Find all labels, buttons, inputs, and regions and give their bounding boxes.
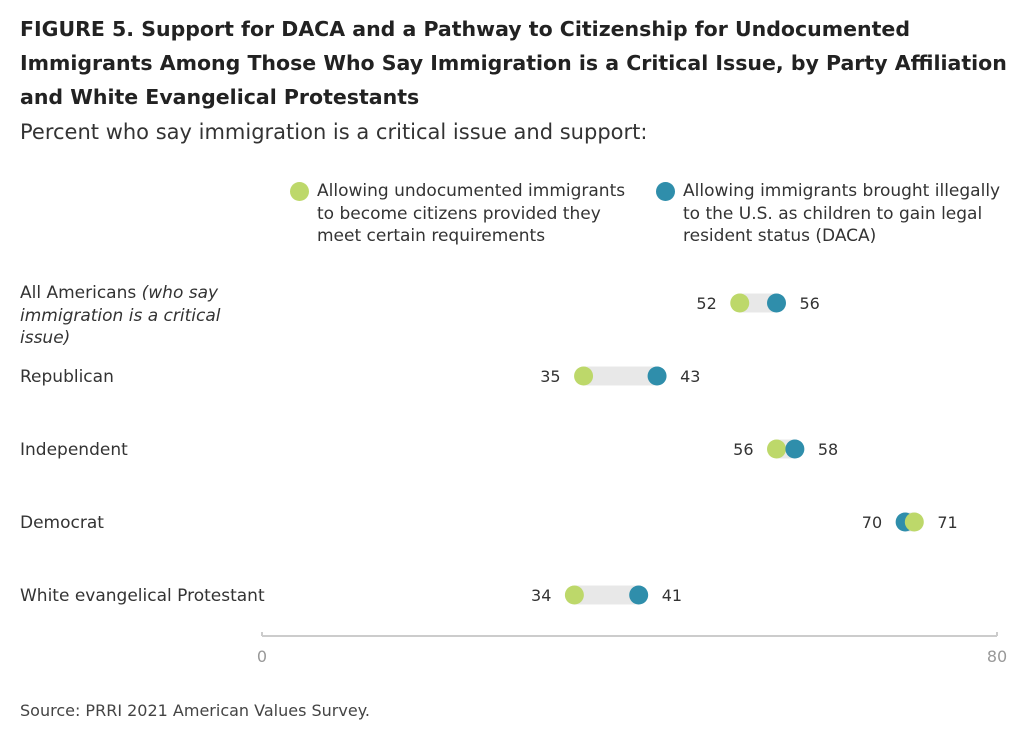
legend-marker-daca — [656, 182, 675, 201]
dot-daca — [767, 293, 786, 313]
source-note: Source: PRRI 2021 American Values Survey… — [20, 701, 370, 720]
data-label: 56 — [733, 440, 753, 459]
dot-daca — [647, 366, 667, 386]
x-tick-label: 80 — [987, 647, 1007, 666]
dot-citizenship — [730, 293, 750, 313]
row-label-text: All Americans — [20, 283, 142, 303]
data-label: 71 — [937, 513, 957, 532]
chart-subtitle: Percent who say immigration is a critica… — [20, 120, 648, 144]
legend-marker-citizenship — [290, 182, 309, 201]
row-label-note: (who say immigration is a critical issue… — [20, 283, 221, 348]
dot-citizenship — [574, 366, 594, 386]
row-label-democrat: Democrat — [20, 513, 104, 533]
data-label: 52 — [696, 294, 716, 313]
legend-item-daca: Allowing immigrants brought illegally to… — [656, 180, 1013, 248]
legend-label-citizenship: Allowing undocumented immigrants to beco… — [317, 181, 626, 246]
dot-citizenship — [904, 512, 924, 532]
legend-item-citizenship: Allowing undocumented immigrants to beco… — [290, 180, 627, 248]
row-label-republican: Republican — [20, 367, 114, 387]
legend-label-daca: Allowing immigrants brought illegally to… — [683, 181, 1001, 246]
data-label: 58 — [818, 440, 838, 459]
x-tick-label: 0 — [257, 647, 267, 666]
data-label: 34 — [531, 586, 551, 605]
dot-daca — [629, 585, 649, 605]
row-label-independent: Independent — [20, 440, 128, 460]
data-label: 70 — [862, 513, 882, 532]
data-label: 56 — [800, 294, 820, 313]
data-label: 43 — [680, 367, 700, 386]
data-label: 41 — [662, 586, 682, 605]
row-label-all-americans: All Americans (who say immigration is a … — [20, 282, 260, 350]
dot-daca — [785, 439, 805, 459]
dot-citizenship — [564, 585, 584, 605]
data-label: 35 — [540, 367, 560, 386]
chart-title: FIGURE 5. Support for DACA and a Pathway… — [20, 17, 1007, 109]
row-label-white-evangelical: White evangelical Protestant — [20, 586, 265, 606]
dot-citizenship — [767, 439, 786, 459]
